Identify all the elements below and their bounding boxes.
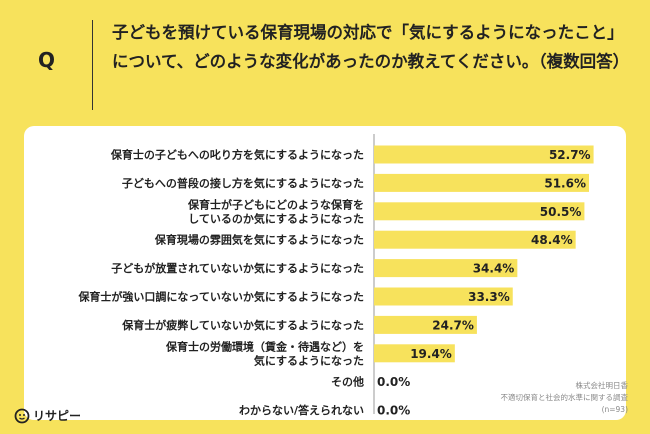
source-line: 不適切保育と社会的水準に関する調査 <box>500 393 629 402</box>
value-label: 24.7% <box>432 318 474 332</box>
bar <box>374 315 477 334</box>
bar <box>374 145 594 164</box>
logo: リサピー <box>14 407 81 424</box>
speech-bubble-icon <box>14 408 30 423</box>
bar <box>374 230 576 249</box>
source-line: (n=93) <box>601 405 628 414</box>
value-label: 34.4% <box>473 262 515 276</box>
chart-panel: 保育士の子どもへの叱り方を気にするようになった 52.7% 子どもへの普段の接し方を… <box>24 126 626 420</box>
logo-text: リサピー <box>33 409 82 423</box>
value-label: 0.0% <box>377 404 410 418</box>
bar <box>374 344 455 363</box>
category-label: その他 <box>331 375 364 389</box>
source-line: 株式会社明日香 <box>575 381 629 390</box>
category-label: 子どもへの普段の接し方を気にするようになった <box>122 176 364 190</box>
bar <box>374 287 513 306</box>
category-label: 保育士が強い口調になっていないか気にするようになった <box>77 290 364 304</box>
category-label: 保育士が子どもにどのような保育を <box>187 197 364 211</box>
value-label: 0.0% <box>377 375 410 389</box>
category-label: 保育士の子どもへの叱り方を気にするようになった <box>110 148 364 162</box>
category-label: 保育現場の雰囲気を気にするようになった <box>154 233 364 247</box>
bar-chart: 保育士の子どもへの叱り方を気にするようになった 52.7% 子どもへの普段の接し方を… <box>77 134 594 418</box>
value-label: 50.5% <box>540 205 582 219</box>
category-label: 気にするようになった <box>254 353 364 367</box>
category-label: 保育士の労働環境（賃金・待遇など）を <box>165 339 364 353</box>
category-label: わからない/答えられない <box>239 403 364 417</box>
category-label: しているのか気にするようになった <box>188 211 364 225</box>
bar <box>374 202 585 221</box>
source-note: 株式会社明日香 不適切保育と社会的水準に関する調査 (n=93) <box>428 380 629 416</box>
question-divider <box>92 20 93 110</box>
category-label: 子どもが放置されていないか気にするようになった <box>111 261 364 275</box>
question-text: 子どもを預けている保育現場の対応で「気にするようになったこと」について、どのよう… <box>112 23 630 71</box>
bar <box>374 173 589 192</box>
value-label: 33.3% <box>468 290 510 304</box>
bar <box>374 259 518 278</box>
value-label: 19.4% <box>410 347 452 361</box>
value-label: 51.6% <box>544 176 586 190</box>
value-label: 48.4% <box>531 233 573 247</box>
category-label: 保育士が疲弊していないか気にするようになった <box>121 318 364 332</box>
value-label: 52.7% <box>549 148 591 162</box>
question-label: Q <box>38 48 56 72</box>
